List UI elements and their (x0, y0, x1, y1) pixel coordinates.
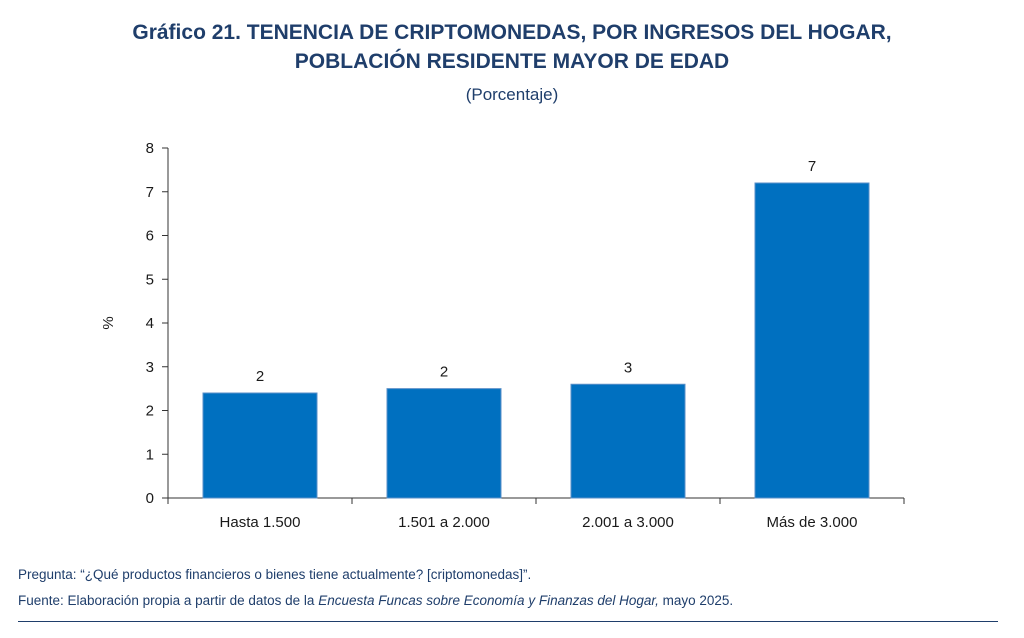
y-tick-label: 3 (146, 359, 154, 376)
chart-title-line-1: Gráfico 21. TENENCIA DE CRIPTOMONEDAS, P… (132, 21, 892, 44)
bar (754, 182, 870, 499)
bar (570, 383, 686, 499)
source-prefix: Fuente: Elaboración propia a partir de d… (18, 593, 319, 608)
footer-rule (18, 621, 998, 622)
data-label: 7 (808, 158, 816, 175)
y-tick-label: 5 (146, 271, 154, 288)
x-category-label: 1.501 a 2.000 (398, 514, 490, 531)
y-tick-label: 1 (146, 446, 154, 463)
x-category-label: Hasta 1.500 (220, 514, 301, 531)
chart-subtitle: (Porcentaje) (465, 85, 559, 104)
bar (386, 388, 502, 499)
y-tick-label: 6 (146, 228, 154, 245)
y-axis-title: % (100, 316, 117, 329)
y-tick-label: 0 (146, 490, 154, 507)
source-survey-name: Encuesta Funcas sobre Economía y Finanza… (318, 593, 659, 608)
x-category-label: 2.001 a 3.000 (582, 514, 674, 531)
y-tick-label: 2 (146, 403, 154, 420)
x-category-label: Más de 3.000 (767, 514, 858, 531)
y-tick-label: 8 (146, 140, 154, 157)
question-note: Pregunta: “¿Qué productos financieros o … (18, 567, 532, 582)
source-note: Fuente: Elaboración propia a partir de d… (18, 593, 733, 608)
source-suffix: mayo 2025. (658, 593, 734, 608)
data-label: 3 (624, 359, 632, 376)
y-tick-label: 4 (146, 315, 154, 332)
y-tick-label: 7 (146, 184, 154, 201)
bar (202, 392, 318, 499)
data-label: 2 (256, 368, 264, 385)
bar-chart: 0 1 2 3 4 5 6 7 8% 2 Hasta 1.500 2 1.501 a 2.000 3 2.0… (100, 140, 905, 531)
chart-title-line-2: POBLACIÓN RESIDENTE MAYOR DE EDAD (294, 50, 730, 73)
data-label: 2 (440, 364, 448, 381)
